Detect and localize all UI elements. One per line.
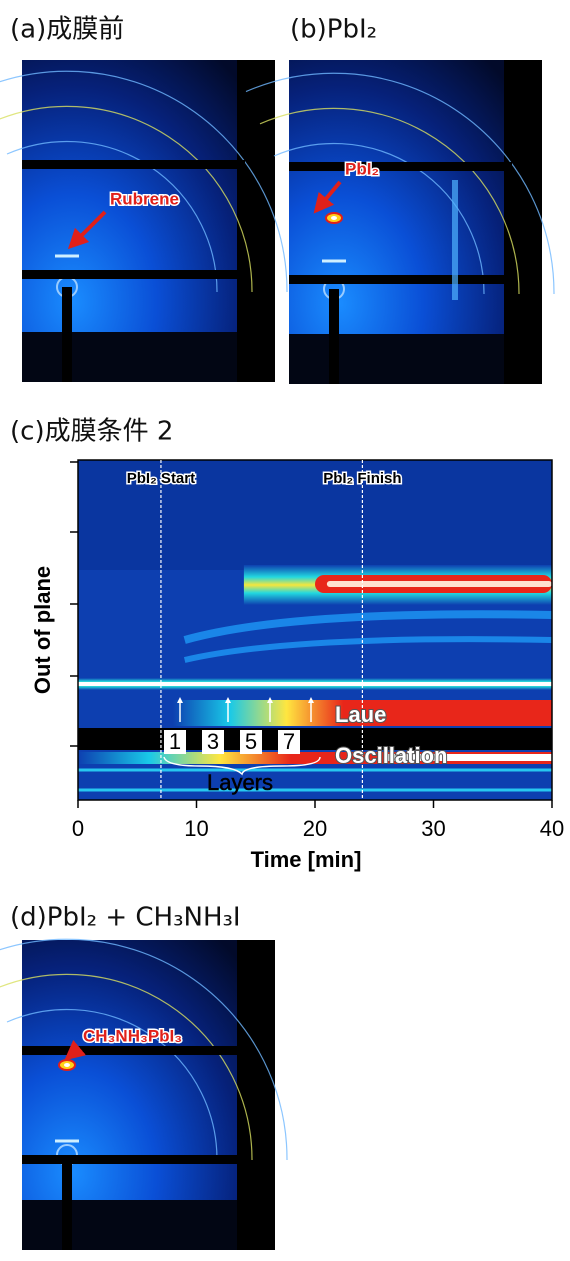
event-label: PbI₂ Finish (323, 470, 401, 487)
detector-gap (22, 1155, 245, 1164)
shadow (289, 334, 504, 384)
heatmap: 0 10 20 30 40 PbI₂ Start PbI₂ Finish 1 3 5 7 Layers… (30, 460, 564, 872)
layer-number: 3 (207, 729, 219, 754)
annotation: Laue (335, 702, 386, 727)
spot (331, 216, 337, 220)
detector-gap (22, 160, 245, 169)
detector-gap (289, 275, 512, 284)
beam-stop (62, 287, 72, 382)
x-axis-label: Time [min] (251, 847, 362, 872)
annotation: Oscillation (335, 743, 447, 768)
detector-gap (22, 1046, 245, 1055)
figure: (a)成膜前 (b)PbI₂ (c)成膜条件 2 (d)PbI₂ + CH₃NH… (0, 0, 570, 1261)
annotation: Rubrene (110, 189, 179, 208)
annotation: CH₃NH₃PbI₃ (83, 1026, 182, 1045)
spot (64, 1063, 70, 1067)
layer-number: 1 (169, 729, 181, 754)
bracket-label: Layers (207, 770, 273, 795)
shadow (237, 60, 275, 382)
panel-label: (b)PbI₂ (290, 15, 377, 45)
detector-gap (289, 162, 512, 171)
beam-stop (62, 1155, 72, 1250)
x-tick-label: 10 (184, 816, 208, 841)
x-tick-label: 20 (303, 816, 327, 841)
x-tick-label: 30 (421, 816, 445, 841)
detector-gap (22, 270, 245, 279)
band (78, 728, 552, 750)
event-label: PbI₂ Start (127, 470, 195, 487)
panel-label: (c)成膜条件 2 (10, 417, 173, 447)
panel-label: (a)成膜前 (10, 15, 124, 45)
shadow (22, 1200, 237, 1250)
beam-stop (329, 289, 339, 384)
panel-label: (d)PbI₂ + CH₃NH₃I (10, 903, 241, 933)
x-tick-label: 0 (72, 816, 84, 841)
band (327, 581, 552, 587)
band (78, 682, 552, 686)
annotation: PbI₂ (345, 159, 379, 178)
layer-number: 7 (283, 729, 295, 754)
x-tick-label: 40 (540, 816, 564, 841)
shadow (237, 940, 275, 1250)
y-axis-label: Out of plane (30, 566, 55, 694)
shadow (504, 60, 542, 384)
layer-number: 5 (245, 729, 257, 754)
shadow (22, 332, 237, 382)
